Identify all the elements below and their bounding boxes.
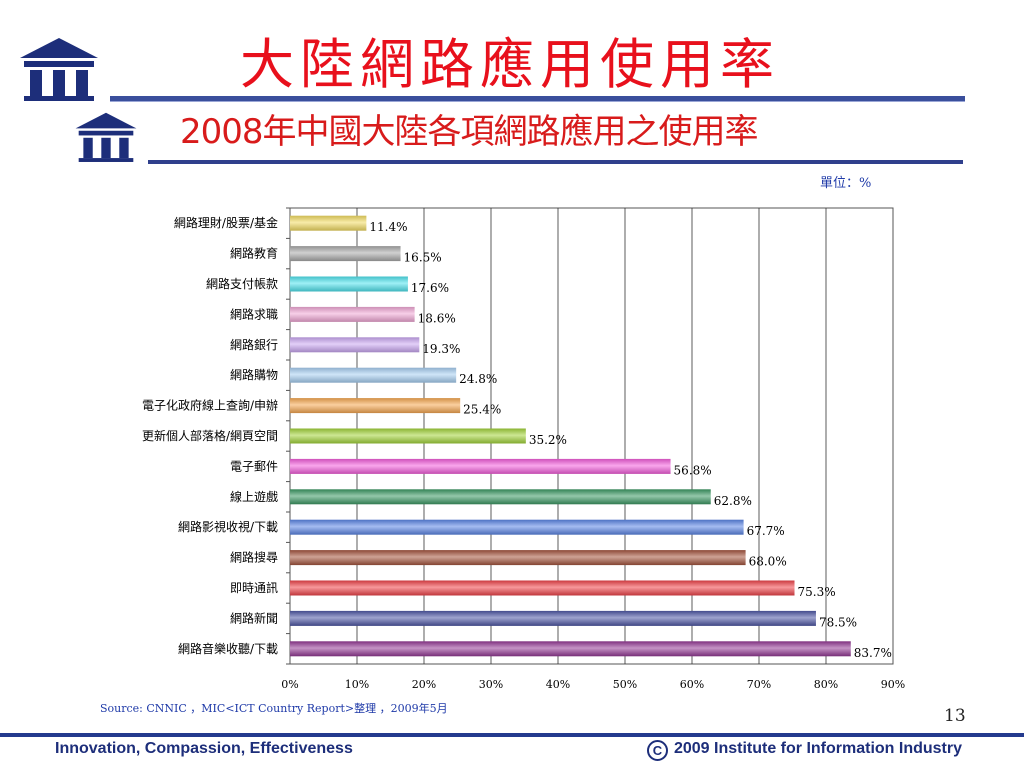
category-label: 線上遊戲: [230, 489, 278, 504]
data-label: 68.0%: [749, 555, 787, 569]
bar: [290, 580, 795, 596]
data-label: 83.7%: [854, 646, 892, 660]
institute-logo-icon: [18, 36, 100, 102]
category-label: 更新個人部落格/網頁空間: [142, 428, 278, 443]
footer-copyright-text: 2009 Institute for Information Industry: [673, 740, 962, 757]
copyright-icon: C: [646, 740, 668, 761]
footer-copyright: C 2009 Institute for Information Industry: [646, 740, 962, 761]
title-divider: [110, 96, 965, 102]
bar: [290, 337, 420, 353]
data-label: 17.6%: [411, 281, 449, 295]
category-label: 網路教育: [230, 246, 278, 261]
bar: [290, 519, 744, 535]
x-tick-label: 80%: [814, 678, 838, 691]
data-label: 35.2%: [529, 433, 567, 447]
bar: [290, 246, 401, 262]
data-label: 16.5%: [404, 251, 442, 265]
data-label: 75.3%: [798, 585, 836, 599]
category-label: 網路音樂收聽/下載: [178, 641, 278, 656]
category-label: 網路搜尋: [230, 550, 278, 565]
page-number: 13: [944, 706, 966, 726]
x-tick-label: 60%: [680, 678, 704, 691]
data-label: 11.4%: [369, 220, 407, 234]
bar: [290, 398, 461, 414]
category-label: 電子化政府線上查詢/申辦: [142, 398, 278, 413]
bar: [290, 276, 408, 292]
data-label: 62.8%: [714, 494, 752, 508]
source-note: Source: CNNIC ，MIC<ICT Country Report>整理…: [100, 702, 448, 715]
bar: [290, 458, 671, 474]
bar: [290, 367, 457, 383]
data-label: 18.6%: [418, 311, 456, 325]
category-label: 網路求職: [230, 306, 278, 321]
data-label: 19.3%: [422, 342, 460, 356]
x-tick-label: 30%: [479, 678, 503, 691]
slide-title: 大陸網路應用使用率: [240, 33, 780, 96]
category-label: 即時通訊: [230, 580, 278, 595]
x-tick-label: 0%: [281, 678, 298, 691]
category-label: 網路支付帳款: [206, 276, 278, 291]
bar: [290, 306, 415, 322]
category-label: 網路銀行: [230, 337, 278, 352]
x-tick-label: 40%: [546, 678, 570, 691]
category-label: 電子郵件: [230, 459, 278, 473]
x-tick-label: 50%: [613, 678, 637, 691]
category-label: 網路理財/股票/基金: [174, 215, 278, 230]
x-tick-label: 70%: [747, 678, 771, 691]
chart-title-divider: [148, 160, 963, 164]
footer-slogan: Innovation, Compassion, Effectiveness: [55, 740, 353, 757]
data-label: 78.5%: [819, 615, 857, 629]
bar: [290, 641, 851, 657]
institute-logo-small-icon: [74, 110, 138, 164]
chart-title: 2008年中國大陸各項網路應用之使用率: [180, 112, 759, 152]
data-label: 56.8%: [674, 463, 712, 477]
bar: [290, 550, 746, 566]
data-label: 24.8%: [459, 372, 497, 386]
x-tick-label: 10%: [345, 678, 369, 691]
footer-divider: [0, 733, 1024, 737]
category-label: 網路新聞: [230, 610, 278, 625]
category-label: 網路購物: [230, 367, 278, 382]
bar: [290, 489, 711, 505]
x-tick-label: 20%: [412, 678, 436, 691]
bar: [290, 215, 367, 231]
bar: [290, 428, 526, 444]
category-label: 網路影視收視/下載: [178, 519, 278, 534]
data-label: 25.4%: [463, 403, 501, 417]
unit-label: 單位：%: [820, 176, 872, 191]
x-tick-label: 90%: [881, 678, 905, 691]
bar: [290, 610, 816, 626]
data-label: 67.7%: [747, 524, 785, 538]
